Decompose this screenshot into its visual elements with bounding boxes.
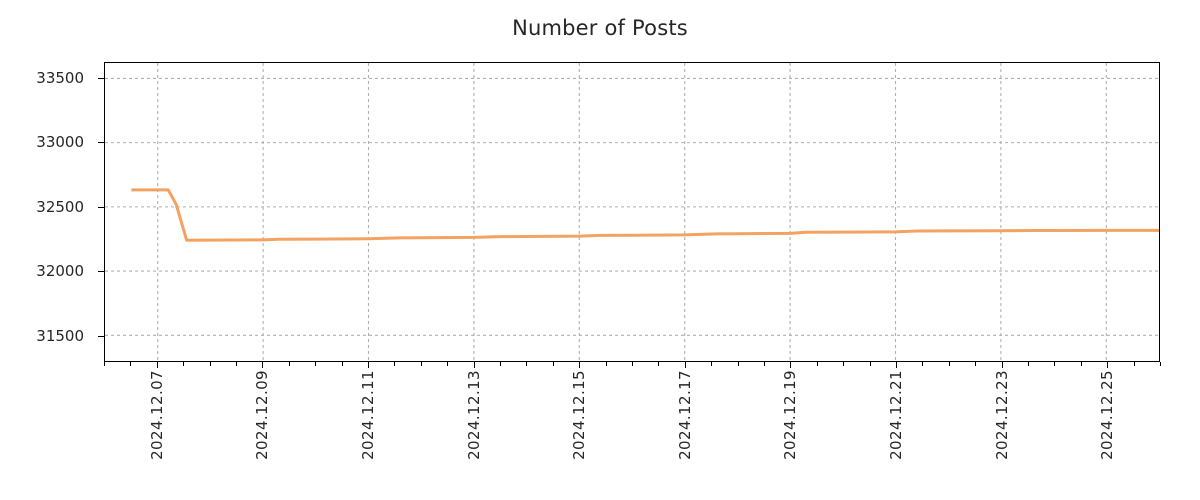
x-tick-label: 2024.12.13: [464, 370, 483, 460]
x-tick-label: 2024.12.09: [253, 370, 272, 460]
x-tick-mark: [684, 362, 686, 368]
x-minor-tick-mark: [1133, 362, 1135, 366]
y-tick-mark: [98, 271, 104, 273]
x-minor-tick-mark: [922, 362, 924, 366]
x-minor-tick-mark: [315, 362, 317, 366]
x-minor-tick-mark: [632, 362, 633, 366]
x-minor-tick-mark: [975, 362, 977, 366]
plot-area: [104, 62, 1160, 362]
y-tick-label: 32500: [36, 197, 84, 216]
x-minor-tick-mark: [1080, 362, 1082, 366]
x-tick-label: 2024.12.25: [1098, 370, 1117, 460]
page-title: Number of Posts: [512, 16, 688, 40]
x-minor-tick-mark: [394, 362, 396, 366]
x-tick-label: 2024.12.15: [570, 370, 589, 460]
x-minor-tick-mark: [341, 362, 343, 366]
x-minor-tick-mark: [420, 362, 422, 366]
x-tick-label: 2024.12.07: [147, 370, 166, 460]
x-minor-tick-mark: [288, 362, 290, 366]
x-minor-tick-mark: [605, 362, 607, 366]
x-tick-mark: [579, 362, 581, 368]
y-tick-mark: [98, 77, 104, 79]
x-minor-tick-mark: [526, 362, 528, 366]
x-tick-label: 2024.12.11: [359, 370, 377, 460]
x-minor-tick-mark: [1028, 362, 1029, 366]
x-tick-label: 2024.12.23: [992, 370, 1011, 460]
y-tick-mark: [98, 142, 104, 144]
x-minor-tick-mark: [711, 362, 713, 366]
x-tick-mark: [156, 362, 158, 368]
x-tick-label: 2024.12.21: [887, 370, 905, 460]
x-minor-tick-mark: [236, 362, 237, 366]
x-tick-mark: [1001, 362, 1003, 368]
y-axis-labels: 31500 32000 32500 33000 33500: [0, 62, 96, 362]
y-tick-label: 33000: [36, 133, 84, 152]
x-minor-tick-mark: [948, 362, 950, 366]
y-tick-label: 33500: [36, 68, 84, 87]
series-line-number-of-posts: [105, 63, 1159, 361]
x-tick-mark: [368, 362, 369, 368]
x-minor-tick-mark: [130, 362, 132, 366]
x-tick-label: 2024.12.17: [675, 370, 694, 460]
x-minor-tick-mark: [843, 362, 845, 366]
x-tick-mark: [262, 362, 264, 368]
y-tick-label: 32000: [36, 262, 84, 281]
x-minor-tick-mark: [764, 362, 765, 366]
y-axis-tick-marks: [0, 62, 110, 362]
y-tick-label: 31500: [36, 327, 84, 346]
x-tick-mark: [790, 362, 792, 368]
x-axis-labels: 2024.12.07 2024.12.09 2024.12.11 2024.12.13…: [0, 362, 1200, 500]
x-tick-mark: [1107, 362, 1109, 368]
x-minor-tick-mark: [552, 362, 554, 366]
x-minor-tick-mark: [816, 362, 818, 366]
x-tick-mark: [473, 362, 475, 368]
x-minor-tick-mark: [104, 362, 105, 366]
y-tick-mark: [98, 336, 104, 338]
grid-lines: [105, 63, 1159, 361]
x-minor-tick-mark: [209, 362, 211, 366]
x-minor-tick-mark: [447, 362, 449, 366]
x-minor-tick-mark: [1054, 362, 1056, 366]
x-minor-tick-mark: [183, 362, 185, 366]
x-minor-tick-mark: [1160, 362, 1161, 366]
x-tick-mark: [896, 362, 897, 368]
x-minor-tick-mark: [658, 362, 660, 366]
y-tick-mark: [98, 206, 104, 208]
x-minor-tick-mark: [869, 362, 871, 366]
x-tick-label: 2024.12.19: [781, 370, 800, 460]
x-minor-tick-mark: [500, 362, 501, 366]
x-minor-tick-mark: [737, 362, 739, 366]
